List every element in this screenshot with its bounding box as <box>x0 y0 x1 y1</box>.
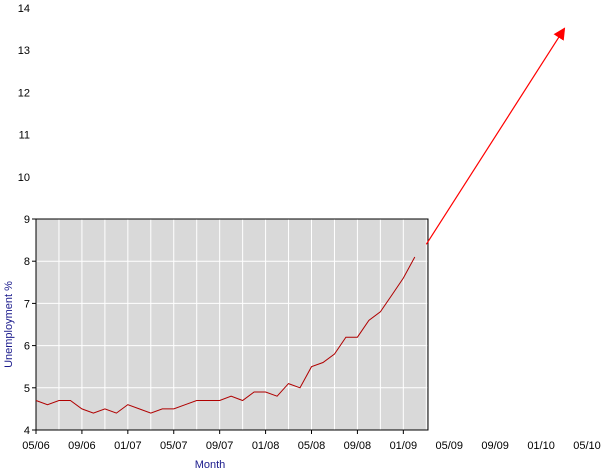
y-tick-label: 12 <box>18 87 30 99</box>
x-tick-label: 05/06 <box>22 440 50 452</box>
projection-arrow <box>425 27 566 245</box>
series-points <box>35 256 415 414</box>
x-tick-label: 01/08 <box>252 440 280 452</box>
gridlines <box>36 219 428 430</box>
x-tick-label: 05/09 <box>435 440 463 452</box>
y-tick-label: 14 <box>18 3 30 15</box>
y-tick-label: 4 <box>24 425 30 437</box>
x-tick-label: 01/10 <box>527 440 555 452</box>
plot-frame <box>35 218 429 431</box>
x-tick-label: 01/09 <box>390 440 418 452</box>
y-tick-label: 8 <box>24 256 30 268</box>
series-line-unemployment <box>35 256 416 414</box>
x-tick-label: 09/09 <box>481 440 509 452</box>
y-axis-ticks: 4 5 6 7 8 9 10 11 12 13 14 <box>18 3 36 437</box>
y-tick-label: 6 <box>24 341 30 353</box>
x-tick-label: 05/08 <box>298 440 326 452</box>
y-axis-title: Unemployment % <box>3 281 15 368</box>
x-tick-label: 09/08 <box>344 440 372 452</box>
x-tick-label: 09/06 <box>68 440 96 452</box>
y-tick-label: 7 <box>24 298 30 310</box>
x-tick-label: 05/07 <box>160 440 188 452</box>
y-tick-label: 9 <box>24 214 30 226</box>
plot-area <box>36 219 428 430</box>
x-tick-label: 05/10 <box>573 440 601 452</box>
y-tick-label: 13 <box>18 45 30 57</box>
y-tick-label: 10 <box>18 172 30 184</box>
x-axis-ticks: 05/06 09/06 01/07 05/07 09/07 01/08 05/08 09/08… <box>22 430 601 452</box>
y-tick-label: 11 <box>19 130 30 142</box>
x-axis-title: Month <box>195 459 226 471</box>
x-tick-label: 09/07 <box>206 440 234 452</box>
x-tick-label: 01/07 <box>114 440 142 452</box>
y-tick-label: 5 <box>24 383 30 395</box>
